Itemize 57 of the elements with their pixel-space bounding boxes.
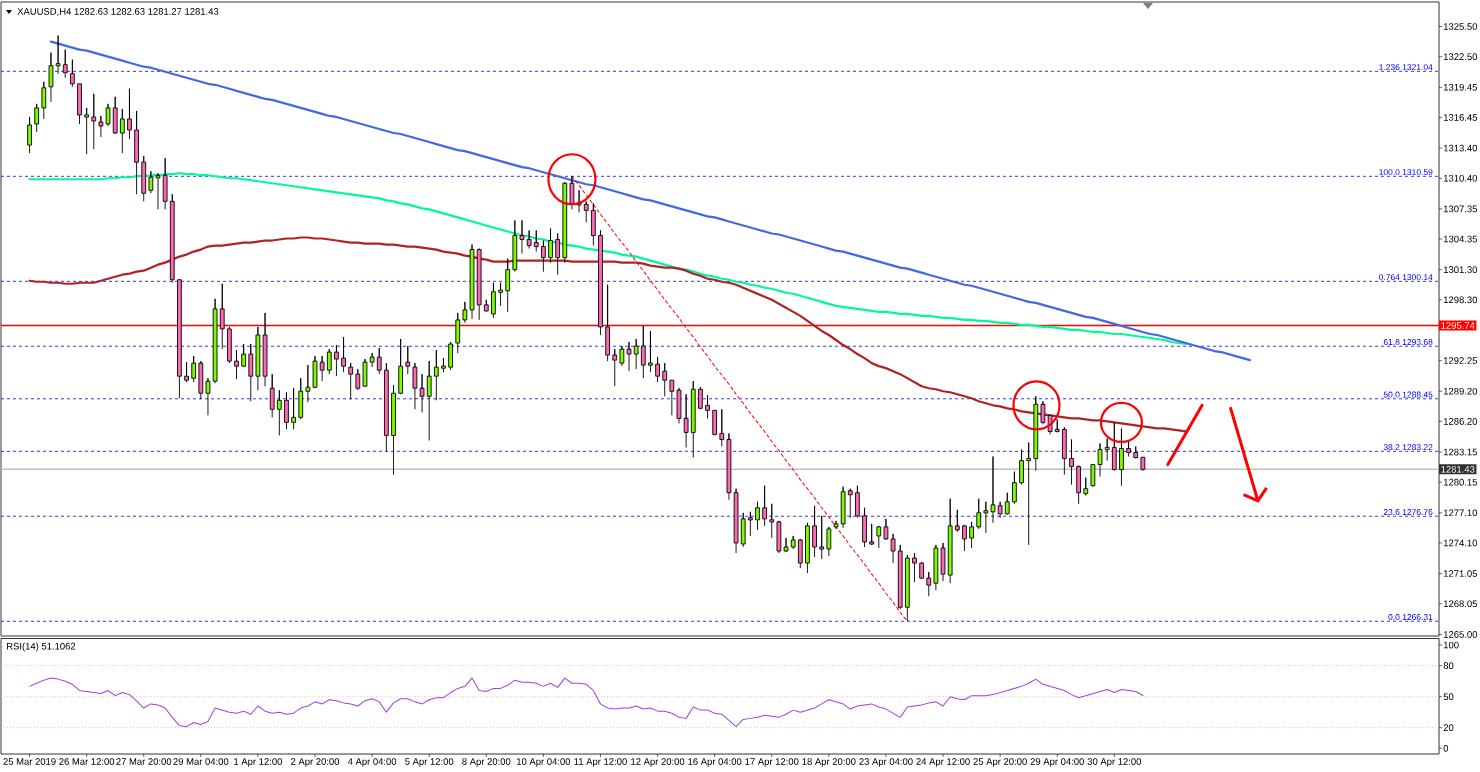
x-tick-label: 30 Apr 12:00: [1087, 758, 1142, 767]
ref-line-label: 61.8 1293.68: [1383, 339, 1433, 346]
x-tick-label: 8 Apr 20:00: [462, 758, 511, 767]
x-tick-label: 25 Apr 20:00: [973, 758, 1027, 767]
x-tick-label: 1 Apr 12:00: [234, 758, 282, 767]
y-tick-label: 1283.15: [1443, 448, 1478, 456]
x-tick-label: 17 Apr 12:00: [745, 758, 799, 767]
chart-title: RSI(14) 51.1062: [6, 642, 76, 652]
x-tick-label: 25 Mar 2019: [3, 758, 56, 765]
ref-line-label: 23.6 1276.76: [1383, 509, 1433, 516]
ref-line-label: 0.764 1300.14: [1379, 274, 1433, 281]
y-tick-label: 1268.05: [1443, 600, 1478, 608]
x-tick-label: 24 Apr 12:00: [916, 758, 970, 767]
x-tick-label: 29 Mar 04:00: [173, 758, 229, 765]
y-tick-label: 50: [1443, 693, 1454, 701]
x-tick-label: 23 Apr 04:00: [859, 758, 913, 767]
ref-line-label: 100.0 1310.59: [1379, 169, 1433, 176]
y-tick-label: 1316.45: [1443, 114, 1478, 121]
x-tick-label: 5 Apr 12:00: [405, 758, 454, 767]
ref-line-label: 38.2 1283.22: [1383, 444, 1433, 451]
y-tick-label: 1286.20: [1443, 418, 1478, 425]
ref-line-label: 1281.43: [1441, 465, 1475, 473]
y-tick-label: 1265.00: [1443, 631, 1478, 638]
y-tick-label: 20: [1443, 724, 1454, 732]
y-tick-label: 1277.10: [1443, 509, 1478, 517]
y-tick-label: 100: [1443, 641, 1459, 649]
y-tick-label: 1304.35: [1443, 235, 1478, 243]
y-tick-label: 1310.40: [1443, 174, 1478, 182]
x-tick-label: 10 Apr 04:00: [517, 758, 571, 767]
x-tick-label: 12 Apr 20:00: [631, 758, 685, 767]
x-tick-label: 29 Apr 04:00: [1030, 758, 1084, 767]
y-tick-label: 1274.10: [1443, 539, 1478, 547]
x-tick-label: 27 Mar 20:00: [116, 758, 172, 765]
x-tick-label: 4 Apr 04:00: [347, 758, 397, 767]
y-tick-label: 1313.40: [1443, 144, 1478, 152]
ref-line-label: 50.0 1288.45: [1383, 391, 1433, 398]
y-tick-label: 1292.25: [1443, 357, 1478, 364]
ref-line-label: 1295.74: [1441, 322, 1475, 329]
y-tick-label: 1307.35: [1443, 205, 1478, 213]
y-tick-label: 0: [1443, 744, 1449, 752]
x-tick-label: 11 Apr 12:00: [574, 758, 627, 767]
ref-line-label: 1.236 1321.04: [1379, 64, 1433, 71]
x-tick-label: 26 Mar 12:00: [59, 758, 115, 765]
y-tick-label: 1271.05: [1443, 570, 1478, 577]
x-tick-label: 2 Apr 20:00: [291, 758, 340, 767]
y-tick-label: 1289.20: [1443, 387, 1478, 395]
y-tick-label: 1280.15: [1443, 478, 1478, 486]
text: XAUUSD,H4 1282.63 1282.63 1281.27 1281.43: [17, 8, 219, 16]
y-tick-label: 1319.45: [1443, 83, 1478, 91]
x-tick-label: 18 Apr 20:00: [802, 758, 856, 767]
y-tick-label: 1298.30: [1443, 296, 1478, 304]
y-tick-label: 1301.30: [1443, 266, 1478, 274]
x-tick-label: 16 Apr 04:00: [688, 758, 742, 767]
y-tick-label: 1325.50: [1443, 23, 1478, 30]
ref-line-label: 0.0 1266.31: [1388, 614, 1433, 621]
y-tick-label: 80: [1443, 662, 1454, 670]
y-tick-label: 1322.50: [1443, 53, 1478, 61]
